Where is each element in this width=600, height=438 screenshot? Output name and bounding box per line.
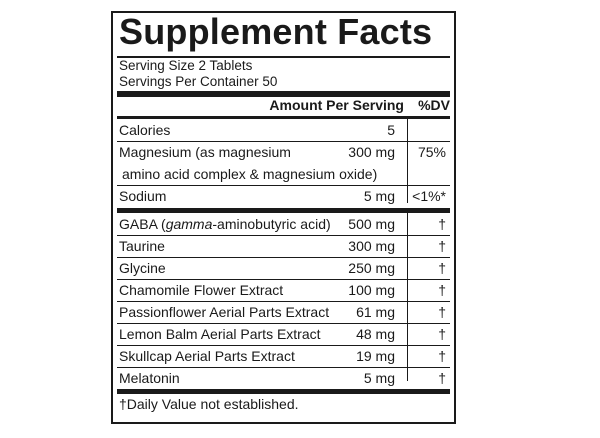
nutrient-dv: †: [438, 326, 446, 342]
name-italic: gamma: [165, 216, 213, 232]
header-daily-value: %DV: [418, 97, 450, 113]
nutrient-dv: †: [438, 370, 446, 386]
nutrient-dv: †: [438, 216, 446, 232]
row-divider: [117, 141, 450, 142]
row-divider: [117, 185, 450, 186]
nutrient-amount: 100 mg: [348, 282, 395, 298]
name-suffix: -aminobutyric acid): [212, 216, 331, 232]
header-amount-per-serving: Amount Per Serving: [269, 97, 404, 113]
nutrient-amount: 61 mg: [356, 304, 395, 320]
table-row: GABA (gamma-aminobutyric acid) 500 mg †: [119, 214, 450, 235]
nutrient-name: Magnesium (as magnesium: [119, 144, 291, 160]
servings-per-container: Servings Per Container 50: [119, 74, 278, 89]
nutrient-dv: †: [438, 238, 446, 254]
table-row: Skullcap Aerial Parts Extract 19 mg †: [119, 346, 450, 367]
row-divider: [117, 323, 450, 324]
row-divider: [117, 235, 450, 236]
header-divider: [117, 116, 450, 119]
thick-divider-top: [117, 91, 450, 97]
nutrient-name: Lemon Balm Aerial Parts Extract: [119, 326, 321, 342]
nutrient-dv: †: [438, 282, 446, 298]
nutrient-name: Calories: [119, 122, 171, 138]
footnote: †Daily Value not established.: [119, 396, 299, 412]
nutrient-dv: †: [438, 304, 446, 320]
table-row: Magnesium (as magnesium 300 mg 75%: [119, 142, 450, 163]
nutrient-amount: 5 mg: [363, 370, 395, 386]
nutrient-dv: 75%: [417, 144, 446, 160]
supplement-facts-panel: Supplement Facts Serving Size 2 Tablets …: [111, 11, 456, 424]
nutrient-dv: †: [438, 348, 446, 364]
name-prefix: GABA (: [119, 216, 166, 232]
table-row: Chamomile Flower Extract 100 mg †: [119, 280, 450, 301]
nutrient-amount: 5 mg: [363, 188, 395, 204]
panel-title: Supplement Facts: [119, 11, 433, 52]
nutrient-amount: 300 mg: [348, 144, 395, 160]
nutrient-amount: 5: [387, 122, 395, 138]
title-divider: [117, 56, 450, 58]
nutrient-dv: <1%*: [412, 188, 446, 204]
nutrient-amount: 48 mg: [356, 326, 395, 342]
table-row: Calories 5: [119, 120, 450, 141]
row-divider: [117, 345, 450, 346]
thick-divider-middle: [117, 208, 450, 213]
nutrient-name: Sodium: [119, 188, 167, 204]
nutrient-amount: 19 mg: [356, 348, 395, 364]
table-row: Taurine 300 mg †: [119, 236, 450, 257]
row-divider: [117, 279, 450, 280]
thick-divider-bottom: [117, 389, 450, 394]
nutrient-name: GABA (gamma-aminobutyric acid): [119, 216, 331, 232]
nutrient-name: Chamomile Flower Extract: [119, 282, 284, 298]
row-divider: [117, 367, 450, 368]
row-divider: [117, 257, 450, 258]
nutrient-name: Taurine: [119, 238, 165, 254]
nutrient-name: Passionflower Aerial Parts Extract: [119, 304, 330, 320]
nutrient-amount: 500 mg: [348, 216, 395, 232]
nutrient-amount: 300 mg: [348, 238, 395, 254]
nutrient-name: Skullcap Aerial Parts Extract: [119, 348, 295, 364]
column-separator-upper: [407, 119, 408, 203]
table-row: Melatonin 5 mg †: [119, 368, 450, 389]
row-divider: [117, 301, 450, 302]
column-separator-lower: [407, 209, 408, 381]
table-row: Glycine 250 mg †: [119, 258, 450, 279]
table-row-continued: amino acid complex & magnesium oxide): [119, 164, 450, 185]
serving-size: Serving Size 2 Tablets: [119, 58, 253, 73]
nutrient-name: Glycine: [119, 260, 166, 276]
nutrient-amount: 250 mg: [348, 260, 395, 276]
table-row: Passionflower Aerial Parts Extract 61 mg…: [119, 302, 450, 323]
table-row: Lemon Balm Aerial Parts Extract 48 mg †: [119, 324, 450, 345]
nutrient-name: Melatonin: [119, 370, 180, 386]
nutrient-dv: †: [438, 260, 446, 276]
table-row: Sodium 5 mg <1%*: [119, 186, 450, 207]
nutrient-name-continued: amino acid complex & magnesium oxide): [122, 166, 378, 182]
